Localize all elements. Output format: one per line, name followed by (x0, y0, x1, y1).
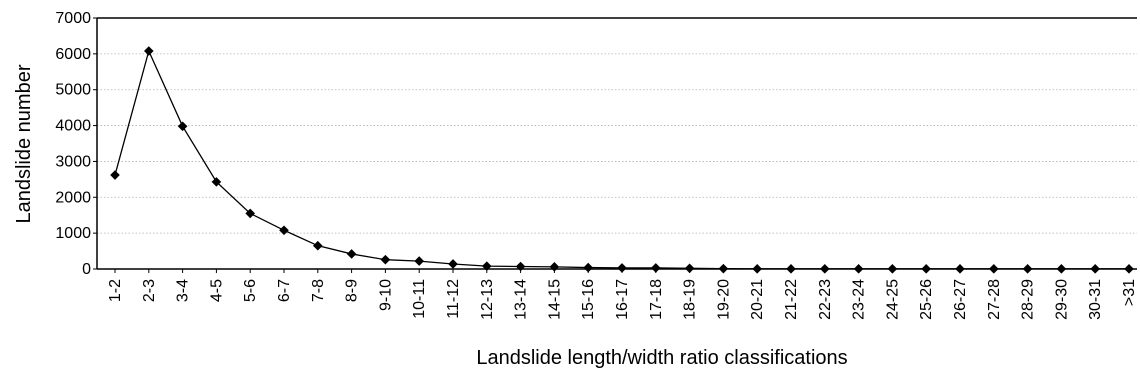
data-point-diamond (853, 264, 864, 274)
data-point-diamond (245, 208, 255, 219)
data-point-diamond (921, 264, 931, 274)
y-axis-title: Landslide number (13, 64, 35, 223)
x-tick-label: 7-8 (310, 279, 327, 302)
y-tick-label: 1000 (55, 225, 91, 242)
y-tick-label: 4000 (55, 118, 91, 135)
data-point-diamond (380, 254, 391, 265)
x-tick-label: 1-2 (107, 279, 124, 302)
data-point-diamond (1056, 264, 1067, 274)
x-tick-label: 28-29 (1020, 279, 1037, 320)
x-tick-label: 2-3 (141, 279, 158, 302)
x-tick-label: 15-16 (580, 279, 597, 320)
data-point-diamond (684, 263, 695, 274)
data-point-diamond (617, 263, 627, 273)
x-tick-label: 17-18 (648, 279, 665, 320)
data-point-diamond (177, 121, 188, 132)
x-tick-label: 16-17 (614, 279, 631, 320)
x-tick-label: 10-11 (411, 279, 428, 319)
data-point-diamond (313, 240, 323, 251)
x-tick-label: 5-6 (242, 279, 259, 302)
x-tick-label: 6-7 (276, 279, 293, 302)
x-tick-label: 19-20 (715, 279, 732, 320)
data-point-diamond (786, 264, 796, 274)
data-point-diamond (1090, 264, 1100, 274)
x-tick-label: 30-31 (1087, 279, 1104, 320)
x-tick-label: >31 (1121, 279, 1138, 306)
data-point-diamond (1022, 264, 1033, 274)
y-tick-label: 5000 (55, 82, 91, 99)
x-tick-label: 13-14 (513, 279, 530, 320)
x-tick-label: 11-12 (445, 279, 462, 319)
x-tick-label: 12-13 (479, 279, 496, 320)
x-tick-label: 8-9 (344, 279, 361, 302)
data-point-diamond (414, 256, 424, 266)
y-tick-labels: 0 1000 2000 3000 4000 5000 6000 7000 (55, 10, 97, 278)
x-tick-label: 25-26 (918, 279, 935, 320)
axes (96, 17, 1137, 270)
x-tick-label: 14-15 (546, 279, 563, 320)
y-tick-label: 6000 (55, 46, 91, 63)
y-tick-label: 3000 (55, 153, 91, 170)
y-tick-label: 7000 (55, 10, 91, 27)
x-tick-label: 22-23 (817, 279, 834, 320)
x-tick-label: 18-19 (682, 279, 699, 320)
x-tick-label: 26-27 (952, 279, 969, 320)
y-tick-label: 2000 (55, 189, 91, 206)
x-tick-label: 23-24 (851, 279, 868, 320)
series-line (114, 49, 1129, 270)
data-point-diamond (718, 263, 729, 274)
data-point-diamond (110, 170, 120, 180)
data-point-diamond (144, 46, 154, 56)
data-point-diamond (1124, 264, 1134, 274)
data-point-diamond (515, 261, 526, 272)
x-tick-label: 9-10 (377, 279, 394, 311)
data-points (110, 46, 1134, 274)
data-point-diamond (482, 261, 492, 271)
x-tick-label: 27-28 (986, 279, 1003, 320)
data-point-diamond (989, 264, 999, 274)
x-tick-label: 3-4 (175, 279, 192, 302)
data-point-diamond (820, 264, 830, 274)
data-point-diamond (887, 264, 898, 274)
x-axis-title: Landslide length/width ratio classificat… (476, 347, 847, 369)
x-tick-label: 21-22 (783, 279, 800, 320)
gridlines (97, 53, 1137, 234)
x-tick-labels: 1-2 2-3 3-4 4-5 5-6 6-7 7-8 8-9 9-10 10-11 11-12 12… (107, 269, 1138, 320)
x-tick-label: 29-30 (1053, 279, 1070, 320)
data-point-diamond (752, 264, 762, 274)
data-point-diamond (549, 262, 560, 272)
data-point-diamond (448, 259, 458, 269)
data-point-diamond (955, 264, 965, 274)
data-point-diamond (583, 262, 593, 273)
y-tick-label: 0 (82, 261, 91, 278)
data-point-diamond (279, 225, 289, 236)
data-point-diamond (651, 263, 661, 273)
data-point-diamond (346, 249, 357, 259)
data-point-diamond (211, 177, 222, 187)
x-tick-label: 4-5 (208, 279, 225, 302)
x-tick-label: 24-25 (884, 279, 901, 320)
x-tick-label: 20-21 (749, 279, 766, 320)
